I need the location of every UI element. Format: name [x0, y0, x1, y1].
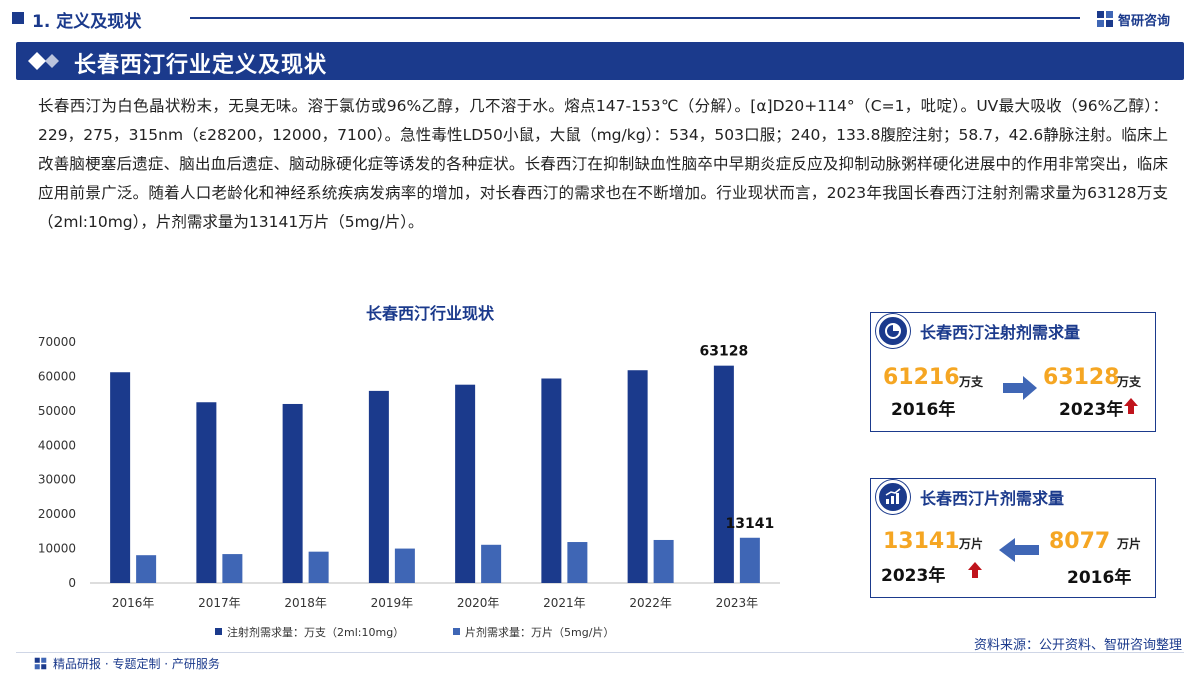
tablet-demand-card: 长春西汀片剂需求量 13141 万片 2023年 8077 万片 2016年 [870, 478, 1156, 598]
bar-injection [713, 365, 734, 583]
bar-injection [110, 372, 131, 583]
bar-injection [368, 390, 389, 583]
arrow-left-icon [999, 538, 1039, 562]
year-2016: 2016年 [891, 400, 956, 420]
footer-text: 精品研报 · 专题定制 · 产研服务 [53, 656, 220, 671]
chart-trend-icon [876, 480, 910, 514]
chart-title: 长春西汀行业现状 [365, 304, 494, 323]
legend-label: 片剂需求量：万片（5mg/片） [465, 625, 614, 639]
x-tick-label: 2022年 [629, 596, 672, 610]
bar-injection [541, 378, 562, 583]
title-banner: 长春西汀行业定义及现状 [16, 42, 1184, 80]
x-tick-label: 2020年 [457, 596, 500, 610]
top-divider [190, 17, 1080, 19]
data-label: 63128 [700, 344, 749, 360]
footer: 精品研报 · 专题定制 · 产研服务 [34, 654, 220, 672]
y-tick-label: 60000 [38, 369, 76, 383]
year-2023: 2023年 [1059, 400, 1124, 420]
bar-tablet [653, 539, 674, 583]
card-header: 长春西汀注射剂需求量 [870, 312, 1080, 350]
brand-name: 智研咨询 [1118, 13, 1171, 29]
unit-label: 万支 [959, 375, 984, 389]
description-paragraph: 长春西汀为白色晶状粉末，无臭无味。溶于氯仿或96%乙醇，几不溶于水。熔点147-… [38, 97, 1168, 231]
arrow-right-icon [1003, 376, 1037, 400]
legend-swatch [215, 628, 222, 635]
bar-tablet [567, 542, 588, 583]
top-bar: 1. 定义及现状 智研咨询 [0, 0, 1200, 40]
bar-injection [455, 384, 476, 583]
brand-icon [1097, 11, 1113, 27]
value-2016: 61216 [883, 365, 960, 390]
x-tick-label: 2017年 [198, 596, 241, 610]
value-2016: 8077 [1049, 529, 1111, 554]
x-tick-label: 2021年 [543, 596, 586, 610]
up-arrow-icon [968, 562, 982, 578]
y-tick-label: 40000 [38, 438, 76, 452]
brand-icon [34, 657, 47, 669]
y-tick-label: 0 [68, 576, 76, 590]
injection-demand-card: 长春西汀注射剂需求量 61216 万支 2016年 63128 万支 2023年 [870, 312, 1156, 432]
bar-tablet [739, 537, 760, 583]
data-label: 13141 [726, 516, 775, 532]
y-tick-label: 20000 [38, 507, 76, 521]
bar-injection [627, 370, 648, 583]
section-title: 1. 定义及现状 [32, 12, 142, 32]
bar-tablet [136, 555, 157, 583]
chart-pie-icon [876, 314, 910, 348]
bar-tablet [481, 544, 502, 583]
x-tick-label: 2016年 [112, 596, 155, 610]
brand-logo-top: 智研咨询 [1096, 8, 1170, 30]
page-title: 长春西汀行业定义及现状 [74, 53, 328, 78]
y-tick-label: 10000 [38, 542, 76, 556]
bar-chart: 0 10000 20000 30000 40000 50000 60000 70000 2016… [38, 335, 780, 639]
up-arrow-icon [1124, 398, 1138, 414]
bar-tablet [308, 551, 329, 583]
source-note: 资料来源：公开资料、智研咨询整理 [973, 638, 1182, 653]
x-tick-label: 2023年 [716, 596, 759, 610]
value-2023: 63128 [1043, 365, 1120, 390]
bar-injection [196, 402, 217, 583]
year-2023: 2023年 [881, 566, 946, 586]
card-title: 长春西汀片剂需求量 [920, 489, 1065, 508]
year-2016: 2016年 [1067, 568, 1132, 588]
y-tick-label: 30000 [38, 473, 76, 487]
legend-swatch [453, 628, 460, 635]
unit-label: 万片 [1117, 537, 1142, 551]
legend-label: 注射剂需求量：万支（2ml:10mg） [227, 625, 404, 639]
unit-label: 万支 [1117, 375, 1142, 389]
section-marker [12, 12, 24, 24]
value-2023: 13141 [883, 529, 960, 554]
x-tick-label: 2019年 [371, 596, 414, 610]
y-tick-label: 50000 [38, 404, 76, 418]
card-header: 长春西汀片剂需求量 [870, 478, 1064, 516]
bar-injection [282, 403, 303, 583]
unit-label: 万片 [959, 537, 984, 551]
y-tick-label: 70000 [38, 335, 76, 349]
diamond-icon [28, 52, 64, 70]
bar-tablet [394, 548, 415, 583]
x-tick-label: 2018年 [284, 596, 327, 610]
bar-tablet [222, 554, 243, 583]
card-title: 长春西汀注射剂需求量 [920, 323, 1081, 342]
footer-divider [16, 652, 1184, 653]
